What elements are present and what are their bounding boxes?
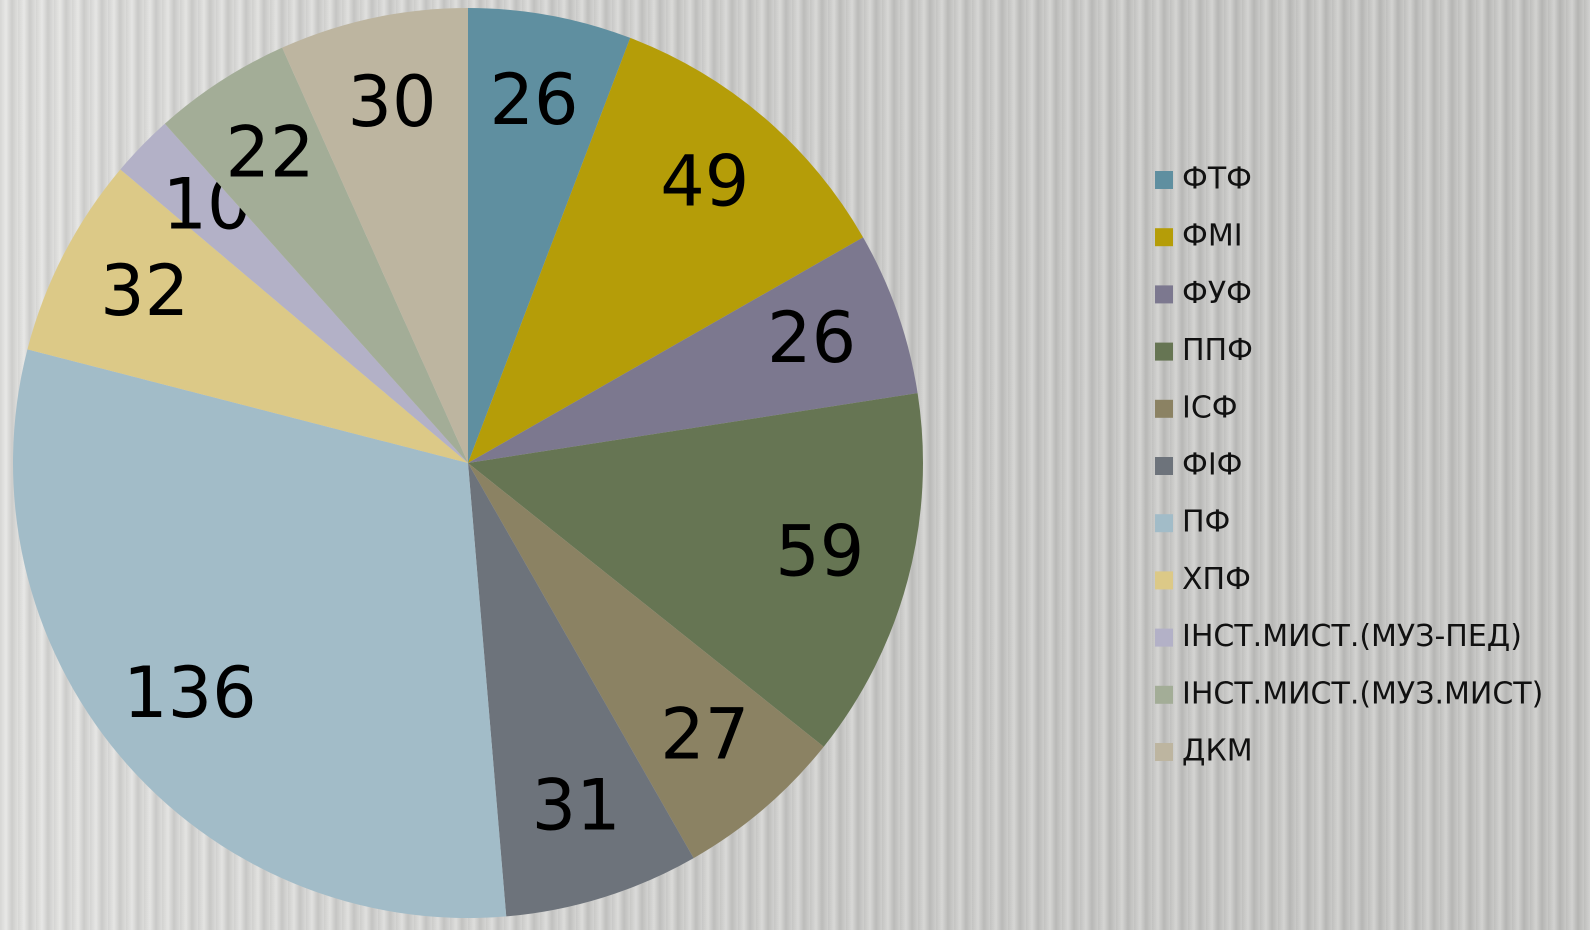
legend-swatch	[1155, 285, 1173, 304]
legend-swatch	[1155, 743, 1173, 761]
legend-swatch	[1155, 342, 1173, 361]
pie-slice	[468, 237, 918, 463]
legend-swatch	[1155, 628, 1173, 647]
data-label: 26	[489, 59, 578, 141]
pie-slice	[468, 463, 694, 917]
data-label: 136	[123, 652, 257, 734]
pie-slice	[468, 37, 864, 463]
data-label: 31	[532, 765, 621, 847]
data-label: 22	[225, 112, 314, 194]
legend-label: ФУФ	[1182, 276, 1252, 311]
data-label: 32	[100, 250, 189, 332]
legend-swatch	[1155, 171, 1173, 189]
pie-slice	[13, 349, 507, 919]
legend-swatch	[1155, 685, 1173, 704]
pie-slice	[468, 393, 923, 747]
data-label: 30	[347, 61, 436, 143]
pie-slice	[120, 123, 469, 463]
data-label: 59	[775, 510, 864, 592]
legend-swatch	[1155, 228, 1173, 247]
pie-slice	[27, 169, 468, 463]
legend-label: ІНСТ.МИСТ.(МУЗ-ПЕД)	[1182, 619, 1522, 654]
pie-slice	[164, 47, 468, 463]
data-label: 49	[660, 141, 749, 223]
data-label: 26	[767, 297, 856, 379]
legend-label: ПФ	[1182, 505, 1230, 540]
legend-swatch	[1155, 399, 1173, 418]
pie-slice	[468, 8, 631, 463]
legend-swatch	[1155, 514, 1173, 533]
data-label: 27	[660, 693, 749, 775]
legend-label: ФІФ	[1182, 448, 1243, 483]
legend-swatch	[1155, 457, 1173, 475]
pie-slice	[282, 8, 468, 463]
legend-label: ДКМ	[1182, 734, 1253, 769]
legend-label: ХПФ	[1182, 562, 1251, 597]
legend-swatch	[1155, 571, 1173, 590]
legend-label: ФТФ	[1182, 162, 1252, 197]
legend-label: ІНСТ.МИСТ.(МУЗ.МИСТ)	[1182, 676, 1543, 711]
legend-label: ІСФ	[1182, 390, 1238, 425]
legend-label: ФМІ	[1182, 219, 1243, 254]
legend-label: ППФ	[1182, 333, 1253, 368]
pie-slice	[468, 463, 824, 859]
